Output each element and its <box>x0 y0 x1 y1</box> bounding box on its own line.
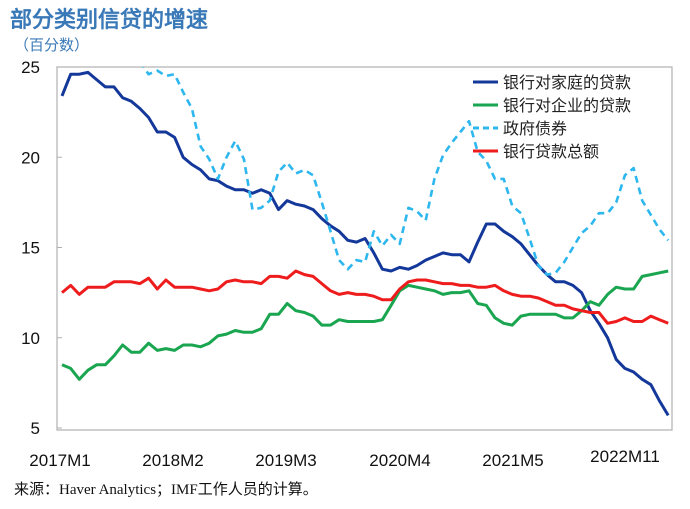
legend-label: 政府债券 <box>503 119 567 138</box>
plot-frame <box>56 66 673 431</box>
x-tick-label: 2019M3 <box>255 451 316 470</box>
y-tick-label: 20 <box>21 148 40 167</box>
x-tick-label: 2020M4 <box>369 451 430 470</box>
chart-title: 部分类别信贷的增速 <box>10 8 209 33</box>
y-tick-label: 15 <box>21 239 40 258</box>
y-tick-label: 5 <box>31 419 40 438</box>
legend-label: 银行贷款总额 <box>503 142 599 161</box>
legend-label: 银行对家庭的贷款 <box>503 73 631 92</box>
series-line-2 <box>142 67 670 276</box>
source-note: 来源：Haver Analytics；IMF工作人员的计算。 <box>14 482 318 498</box>
x-tick-label: 2021M5 <box>482 451 543 470</box>
series-line-0 <box>60 70 670 417</box>
chart-subtitle: （百分数） <box>14 36 90 54</box>
series-line-1 <box>61 269 669 381</box>
y-tick-label: 10 <box>21 329 40 348</box>
series-line-3 <box>61 269 669 325</box>
legend-label: 银行对企业的贷款 <box>503 96 631 115</box>
x-tick-label: 2022M11 <box>590 447 660 466</box>
y-tick-label: 25 <box>21 58 40 77</box>
x-tick-label: 2017M1 <box>29 451 90 470</box>
x-tick-label: 2018M2 <box>142 451 203 470</box>
